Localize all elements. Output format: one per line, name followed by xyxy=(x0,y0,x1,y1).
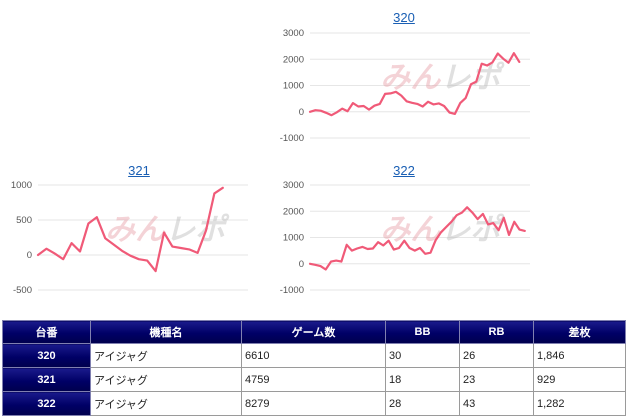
bb-cell: 28 xyxy=(385,391,460,416)
machine-name-cell: アイジャグ xyxy=(90,391,242,416)
bb-cell: 18 xyxy=(385,367,460,392)
y-tick-label: -1000 xyxy=(280,285,304,296)
y-tick-label: 2000 xyxy=(283,206,304,217)
header-machine-name: 機種名 xyxy=(90,320,242,344)
chart-panel-321: 321 1000 500 0 -500 みんレポ xyxy=(0,163,252,303)
y-tick-label: 2000 xyxy=(283,54,304,65)
y-tick-label: 0 xyxy=(27,250,32,261)
header-game-count: ゲーム数 xyxy=(241,320,386,344)
difference-cell: 1,846 xyxy=(533,343,626,368)
header-rb: RB xyxy=(459,320,534,344)
header-bb: BB xyxy=(385,320,460,344)
machine-name-cell: アイジャグ xyxy=(90,367,242,392)
rb-cell: 23 xyxy=(459,367,534,392)
header-difference: 差枚 xyxy=(533,320,626,344)
chart-panel-320: 320 3000 2000 1000 0 -1000 みんレポ xyxy=(278,10,530,150)
chart-title-link[interactable]: 320 xyxy=(393,10,415,25)
rb-cell: 43 xyxy=(459,391,534,416)
unit-number-cell: 321 xyxy=(2,367,91,392)
series-line xyxy=(308,206,526,271)
y-tick-label: -500 xyxy=(13,285,32,296)
y-tick-label: 0 xyxy=(299,259,304,270)
header-unit-number: 台番 xyxy=(2,320,91,344)
watermark-logo: みんレポ xyxy=(105,213,230,248)
y-tick-label: 3000 xyxy=(283,180,304,191)
y-tick-label: 0 xyxy=(299,107,304,118)
series-line xyxy=(308,52,521,117)
difference-cell: 1,282 xyxy=(533,391,626,416)
rb-cell: 26 xyxy=(459,343,534,368)
chart-title-link[interactable]: 321 xyxy=(128,163,150,178)
game-count-cell: 4759 xyxy=(241,367,386,392)
series-line xyxy=(36,186,224,273)
watermark-logo: みんレポ xyxy=(380,61,505,96)
line-chart: 3000 2000 1000 0 -1000 みんレポ xyxy=(280,28,530,144)
machine-name-cell: アイジャグ xyxy=(90,343,242,368)
bb-cell: 30 xyxy=(385,343,460,368)
chart-title-link[interactable]: 322 xyxy=(393,163,415,178)
difference-cell: 929 xyxy=(533,367,626,392)
table-row: 322 アイジャグ 8279 28 43 1,282 xyxy=(2,391,626,416)
game-count-cell: 8279 xyxy=(241,391,386,416)
unit-number-cell: 320 xyxy=(2,343,91,368)
chart-panel-322: 322 3000 2000 1000 0 -1000 みんレポ xyxy=(278,163,530,303)
y-tick-label: 1000 xyxy=(11,180,32,191)
table-header-row: 台番 機種名 ゲーム数 BB RB 差枚 xyxy=(2,320,626,344)
line-chart: 1000 500 0 -500 みんレポ xyxy=(11,180,248,296)
y-tick-label: 500 xyxy=(16,215,32,226)
y-tick-label: 3000 xyxy=(283,28,304,39)
table-row: 320 アイジャグ 6610 30 26 1,846 xyxy=(2,343,626,368)
y-tick-label: 1000 xyxy=(283,81,304,92)
y-tick-label: -1000 xyxy=(280,133,304,144)
unit-results-table: 台番 機種名 ゲーム数 BB RB 差枚 320 アイジャグ 6610 30 2… xyxy=(2,320,626,416)
unit-number-cell: 322 xyxy=(2,391,91,416)
game-count-cell: 6610 xyxy=(241,343,386,368)
table-row: 321 アイジャグ 4759 18 23 929 xyxy=(2,367,626,392)
y-tick-label: 1000 xyxy=(283,233,304,244)
